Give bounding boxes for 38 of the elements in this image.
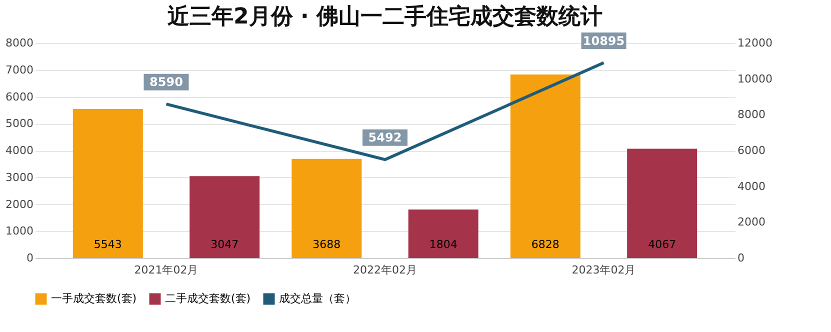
x-tick-label: 2023年02月 <box>572 264 636 276</box>
y-tick-label: 3000 <box>6 170 34 184</box>
legend-label: 二手成交套数(套) <box>165 292 251 305</box>
data-label: 3688 <box>312 238 341 251</box>
y2-tick-label: 0 <box>738 252 744 264</box>
y-tick-label: 2000 <box>6 198 34 211</box>
bar <box>408 210 478 258</box>
bar <box>627 148 698 258</box>
y2-tick-label: 6000 <box>738 144 766 157</box>
data-label: 6828 <box>531 238 560 251</box>
y2-tick-label: 4000 <box>738 180 766 193</box>
y2-tick-label: 12000 <box>738 36 772 50</box>
data-label: 3047 <box>210 238 239 251</box>
data-label: 1804 <box>429 238 458 251</box>
chart-title: 近三年2月份 · 佛山一二手住宅成交套数统计 <box>166 4 602 30</box>
y2-tick-label: 10000 <box>738 72 772 86</box>
x-tick-label: 2021年02月 <box>134 264 198 276</box>
y2-tick-label: 8000 <box>738 108 766 122</box>
y-tick-label: 1000 <box>6 224 34 238</box>
legend-label: 成交总量（套） <box>279 292 356 305</box>
bar <box>190 176 260 258</box>
y-tick-label: 7000 <box>6 63 34 76</box>
y-tick-label: 4000 <box>6 144 34 157</box>
y-tick-label: 5000 <box>6 117 34 130</box>
bar <box>510 74 580 258</box>
bar <box>292 158 362 258</box>
data-label: 4067 <box>648 238 676 251</box>
data-label: 8590 <box>150 75 183 90</box>
y-tick-label: 8000 <box>6 36 34 50</box>
bar <box>72 109 143 258</box>
data-label: 10895 <box>582 34 625 48</box>
data-label: 5543 <box>94 238 122 251</box>
y-tick-label: 0 <box>26 252 34 264</box>
y2-tick-label: 2000 <box>738 216 766 229</box>
y-tick-label: 6000 <box>6 90 34 104</box>
x-tick-label: 2022年02月 <box>353 264 417 276</box>
data-label: 5492 <box>368 130 402 145</box>
legend-label: 一手成交套数(套) <box>51 292 137 305</box>
